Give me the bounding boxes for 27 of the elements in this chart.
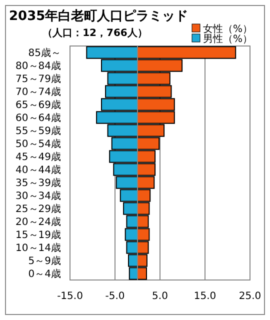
x-tick-label: 15.0 (194, 291, 216, 302)
chart-subtitle: （人口：12，766人） (42, 27, 148, 39)
y-tick-label: 35～39歳 (16, 177, 61, 190)
y-tick-label: 65～69歳 (16, 99, 61, 112)
x-tick-label: 25.0 (238, 291, 262, 302)
y-tick-label: 25～29歳 (16, 203, 61, 216)
y-tick-label: 30～34歳 (16, 190, 61, 202)
y-tick-label: 85歳～ (28, 47, 61, 60)
y-tick-label: 5～9歳 (28, 255, 61, 268)
y-tick-label: 45～49歳 (16, 151, 61, 164)
y-tick-label: 70～74歳 (16, 86, 61, 98)
y-tick-label: 40～44歳 (16, 164, 61, 176)
legend-label: 女性（%） (203, 23, 253, 35)
y-tick-label: 80～84歳 (16, 60, 61, 72)
chart-title: 2035年白老町人口ピラミッド (9, 9, 188, 24)
y-tick-label: 50～54歳 (16, 138, 61, 150)
x-tick-label: -5.0 (105, 291, 125, 302)
y-tick-label: 55～59歳 (16, 125, 61, 138)
x-tick-label: 5.0 (152, 291, 168, 302)
y-tick-label: 60～64歳 (16, 112, 61, 124)
y-tick-label: 75～79歳 (16, 73, 61, 86)
legend-label: 男性（%） (203, 33, 253, 45)
y-tick-label: 0～4歳 (28, 268, 61, 280)
y-tick-label: 10～14歳 (16, 242, 61, 254)
y-tick-label: 15～19歳 (16, 229, 61, 242)
x-tick-label: -15.0 (57, 291, 83, 302)
y-tick-label: 20～24歳 (16, 216, 61, 228)
